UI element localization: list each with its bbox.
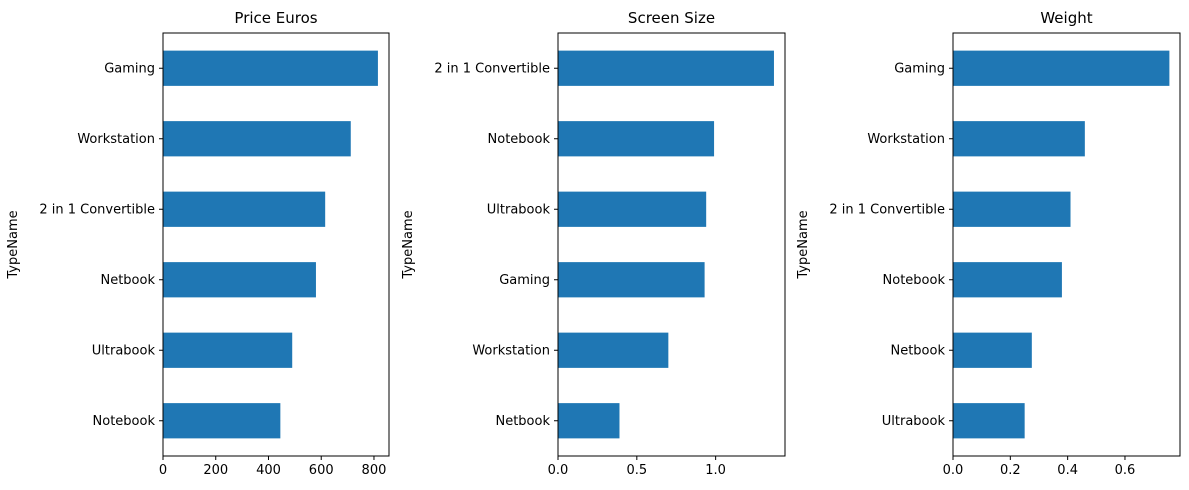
bar-ultrabook (953, 403, 1025, 439)
x-tick-label: 0.2 (1000, 463, 1021, 478)
chart-title: Price Euros (234, 9, 317, 27)
x-tick-label: 0.4 (1057, 463, 1078, 478)
x-tick-label: 0.5 (626, 463, 647, 478)
bar-gaming (953, 50, 1170, 86)
y-tick-label: Gaming (104, 61, 155, 76)
bar-ultrabook (163, 332, 293, 368)
y-axis-label: TypeName (796, 210, 811, 279)
chart-title: Weight (1040, 9, 1092, 27)
x-tick-label: 600 (309, 463, 334, 478)
bar-notebook (163, 403, 281, 439)
bar-ultrabook (558, 191, 707, 227)
bar-gaming (163, 50, 378, 86)
x-tick-label: 0.0 (548, 463, 569, 478)
x-tick-label: 0 (159, 463, 167, 478)
y-tick-label: Netbook (100, 273, 155, 288)
y-tick-label: Netbook (890, 343, 945, 358)
bar-workstation (953, 121, 1085, 157)
x-tick-label: 400 (256, 463, 281, 478)
x-tick-label: 800 (362, 463, 387, 478)
bar-workstation (163, 121, 351, 157)
y-axis-label: TypeName (401, 210, 416, 279)
bar-notebook (558, 121, 715, 157)
y-axis-label: TypeName (6, 210, 21, 279)
x-tick-label: 0.6 (1115, 463, 1136, 478)
chart-panel-1: Notebook Ultrabook Netbook 2 in 1 Convertib… (6, 9, 390, 478)
plot-frame (162, 32, 390, 457)
y-tick-label: 2 in 1 Convertible (39, 202, 155, 217)
y-tick-label: Gaming (499, 273, 550, 288)
y-tick-label: Notebook (93, 414, 156, 429)
bar-2-in-1-convertible (163, 191, 326, 227)
plot-frame (557, 32, 786, 457)
y-tick-label: Ultrabook (487, 202, 551, 217)
bar-netbook (953, 332, 1032, 368)
y-tick-label: Netbook (495, 414, 550, 429)
x-tick-label: 0.0 (943, 463, 964, 478)
y-tick-label: Workstation (472, 343, 550, 358)
x-tick-label: 200 (203, 463, 228, 478)
bar-2-in-1-convertible (953, 191, 1071, 227)
bar-gaming (558, 262, 705, 298)
y-tick-label: Workstation (867, 132, 945, 147)
chart-panel-2: Netbook Workstation Gaming Ultrabook Noteboo… (401, 9, 786, 478)
plot-frame (952, 32, 1181, 457)
chart-title: Screen Size (628, 9, 715, 27)
y-tick-label: 2 in 1 Convertible (434, 61, 550, 76)
y-tick-label: Gaming (894, 61, 945, 76)
chart-panel-3: Ultrabook Netbook Notebook 2 in 1 Convertib… (796, 9, 1181, 478)
y-tick-label: 2 in 1 Convertible (829, 202, 945, 217)
bar-workstation (558, 332, 669, 368)
bar-2-in-1-convertible (558, 50, 774, 86)
y-tick-label: Workstation (77, 132, 155, 147)
y-tick-label: Notebook (883, 273, 946, 288)
y-tick-label: Ultrabook (882, 414, 946, 429)
bar-netbook (558, 403, 620, 439)
y-tick-label: Ultrabook (92, 343, 156, 358)
bar-notebook (953, 262, 1062, 298)
y-tick-label: Notebook (488, 132, 551, 147)
x-tick-label: 1.0 (705, 463, 726, 478)
bar-netbook (163, 262, 316, 298)
